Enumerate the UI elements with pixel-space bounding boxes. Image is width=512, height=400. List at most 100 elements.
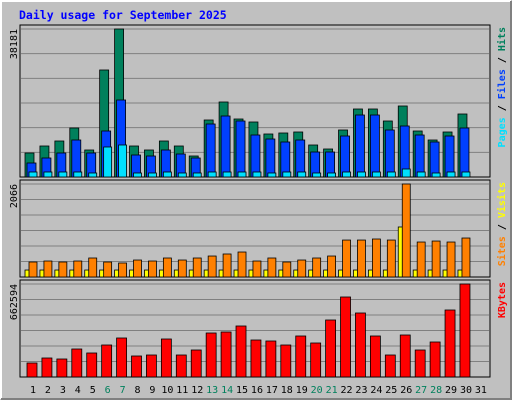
bar (146, 354, 157, 378)
x-tick-label: 15 (236, 385, 248, 396)
bar (282, 171, 292, 178)
bar (71, 348, 83, 378)
bar (340, 135, 350, 178)
bar (43, 260, 53, 278)
bar (401, 168, 411, 178)
bar (355, 312, 366, 378)
bar (88, 172, 98, 178)
bar (71, 139, 82, 178)
bar (384, 354, 396, 378)
bar (207, 255, 217, 278)
bar (401, 183, 411, 278)
bar (148, 172, 157, 178)
bar (355, 114, 365, 178)
bar (235, 325, 247, 378)
bar (250, 339, 262, 378)
legend: Pages / Files / Hits (496, 27, 508, 147)
bar (148, 260, 157, 278)
bar (327, 172, 337, 178)
bar (444, 135, 455, 178)
bar (237, 251, 247, 278)
bar (252, 260, 262, 278)
bar (88, 257, 98, 278)
legend: KBytes (497, 282, 508, 318)
x-tick-label: 22 (341, 385, 353, 396)
bar (58, 171, 68, 178)
x-tick-label: 8 (134, 385, 140, 396)
x-tick-label: 19 (296, 385, 308, 396)
bar (295, 335, 307, 378)
x-tick-label: 4 (75, 385, 81, 396)
bar (133, 172, 142, 178)
legend-separator: / (497, 51, 508, 69)
bar (160, 338, 172, 378)
bar (357, 239, 366, 278)
bar (446, 241, 456, 278)
y-tick-label: 662594 (9, 284, 20, 320)
bar (444, 309, 456, 378)
bar (371, 238, 381, 278)
bar (41, 357, 53, 378)
legend-entry: Visits (496, 182, 508, 218)
bar (177, 259, 187, 278)
bar (86, 352, 98, 378)
bar (414, 349, 426, 378)
bar (429, 341, 441, 378)
bar (297, 259, 307, 278)
bar (312, 172, 322, 178)
bar (26, 362, 38, 378)
x-tick-label: 2 (45, 385, 51, 396)
bar (220, 115, 231, 178)
bar (369, 114, 380, 178)
x-tick-label: 21 (326, 385, 338, 396)
bar (416, 171, 426, 178)
bar (461, 171, 471, 178)
legend: Sites / Visits (496, 182, 508, 266)
bar (103, 261, 113, 278)
bar (280, 344, 292, 378)
bar (342, 239, 351, 278)
bar (384, 129, 395, 178)
bar (431, 172, 441, 178)
x-tick-label: 7 (120, 385, 126, 396)
x-tick-label: 23 (355, 385, 367, 396)
bar (192, 257, 202, 278)
y-tick-label: 2066 (9, 184, 20, 208)
x-tick-label: 16 (251, 385, 263, 396)
bar (56, 358, 68, 378)
bar (73, 260, 83, 278)
x-tick-label: 29 (445, 385, 457, 396)
x-tick-label: 1 (30, 385, 36, 396)
bar (327, 255, 337, 278)
bar (101, 344, 113, 378)
x-tick-label: 28 (430, 385, 442, 396)
legend-entry: KBytes (497, 282, 508, 318)
bar (28, 261, 38, 278)
bar (162, 171, 172, 178)
bar (340, 296, 351, 378)
x-tick-label: 17 (266, 385, 278, 396)
bar (58, 261, 68, 278)
bar (297, 171, 307, 178)
x-tick-label: 10 (161, 385, 173, 396)
x-tick-label: 14 (221, 385, 233, 396)
bar (446, 171, 456, 178)
x-tick-label: 20 (311, 385, 323, 396)
legend-separator: / (497, 99, 508, 117)
x-tick-label: 18 (281, 385, 293, 396)
legend-entry: Hits (496, 27, 508, 51)
bar (222, 253, 232, 278)
bar (369, 335, 381, 378)
bar (459, 127, 470, 178)
legend-entry: Sites (496, 236, 508, 266)
legend-entry: Pages (497, 117, 508, 147)
bar (118, 144, 127, 178)
chart-title: Daily usage for September 2025 (19, 8, 227, 22)
bar (220, 331, 232, 378)
bar (207, 171, 217, 178)
x-tick-label: 24 (370, 385, 382, 396)
x-tick-label: 9 (149, 385, 155, 396)
bar (386, 239, 396, 278)
